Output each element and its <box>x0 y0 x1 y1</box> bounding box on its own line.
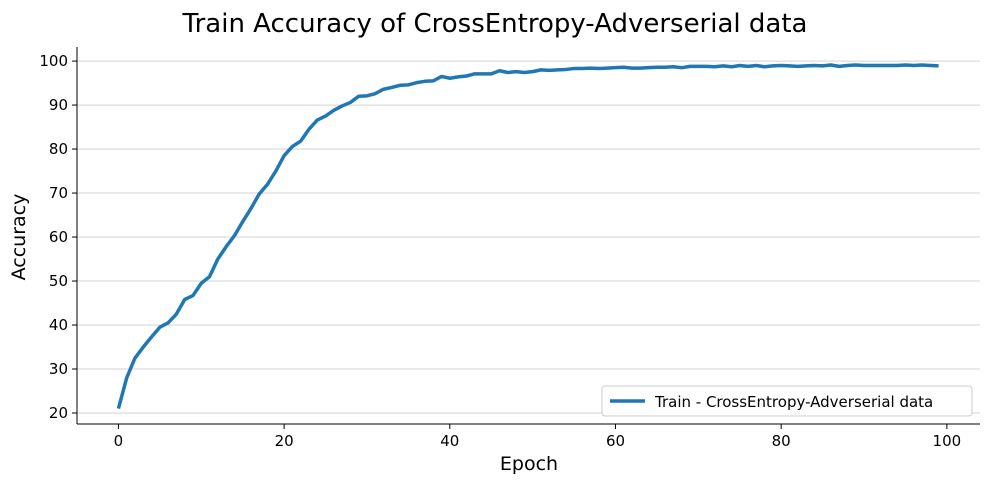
y-gridlines <box>77 60 980 414</box>
y-tick-label: 40 <box>49 316 68 334</box>
legend: Train - CrossEntropy-Adverserial data <box>601 385 973 417</box>
x-tick-label: 60 <box>606 432 625 450</box>
y-axis-label: Accuracy <box>8 194 30 281</box>
series-group <box>116 63 939 410</box>
x-tick-label: 20 <box>275 432 294 450</box>
x-tick-label: 80 <box>772 432 791 450</box>
y-axis-ticks: 20 30 40 50 60 70 80 90 100 <box>39 52 77 422</box>
y-tick-label: 100 <box>39 52 68 70</box>
y-tick-label: 30 <box>49 360 68 378</box>
y-tick-label: 90 <box>49 96 68 114</box>
x-tick-label: 40 <box>440 432 459 450</box>
series-line <box>116 63 939 410</box>
axes <box>76 47 980 425</box>
y-tick-label: 20 <box>49 404 68 422</box>
x-axis-label: Epoch <box>500 453 558 475</box>
legend-box <box>601 385 973 417</box>
y-tick-label: 60 <box>49 228 68 246</box>
y-tick-label: 50 <box>49 272 68 290</box>
x-tick-label: 100 <box>933 432 962 450</box>
x-axis-ticks: 0 20 40 60 80 100 <box>114 424 962 450</box>
x-tick-label: 0 <box>114 432 124 450</box>
legend-label: Train - CrossEntropy-Adverserial data <box>654 393 933 411</box>
chart-title: Train Accuracy of CrossEntropy-Adverseri… <box>182 9 808 39</box>
y-tick-label: 70 <box>49 184 68 202</box>
y-tick-label: 80 <box>49 140 68 158</box>
